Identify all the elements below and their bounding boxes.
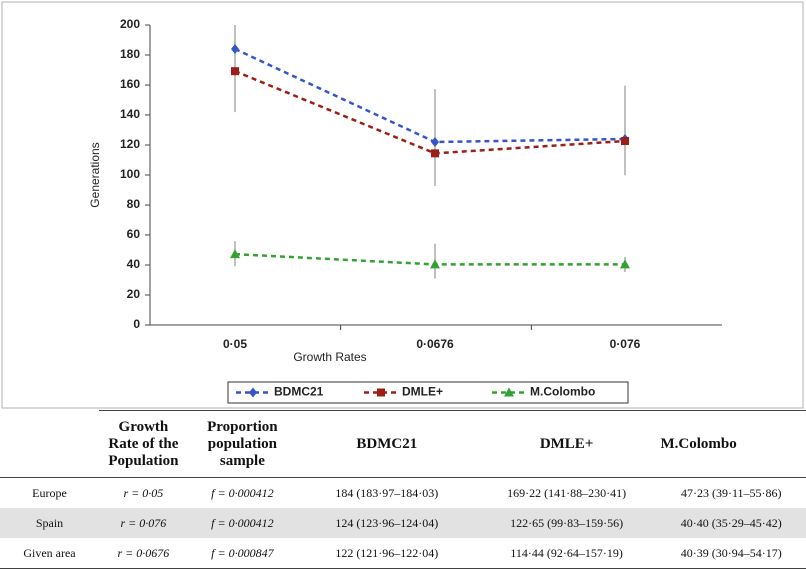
table-cell: 40·39 (30·94–54·17) — [656, 538, 806, 569]
marker — [431, 137, 439, 147]
table-row: Europe r = 0·05 f = 0·000412 184 (183·97–18… — [0, 478, 806, 509]
y-tick-label: 200 — [120, 17, 140, 31]
y-tick-label: 60 — [127, 227, 141, 241]
table-cell: 122·65 (99·83–159·56) — [476, 508, 657, 538]
legend-label: M.Colombo — [530, 385, 595, 399]
legend-marker — [249, 387, 257, 398]
table-cell: f = 0·000847 — [187, 538, 297, 569]
marker — [231, 67, 239, 76]
column-header: DMLE+ — [476, 410, 657, 478]
legend-marker — [504, 387, 514, 397]
table-cell: r = 0·0676 — [98, 538, 188, 569]
y-axis-title: Generations — [88, 142, 102, 207]
column-header: BDMC21 — [296, 410, 477, 478]
data-table: Growth Rate of the Population Proportion … — [0, 410, 806, 569]
table-cell: 122 (121·96–122·04) — [296, 538, 477, 569]
table-cell: 124 (123·96–124·04) — [296, 508, 477, 538]
row-label: Europe — [32, 485, 67, 500]
y-tick-label: 180 — [120, 47, 140, 61]
column-header: Proportion population sample — [187, 410, 297, 478]
table-cell: f = 0·000412 — [211, 485, 274, 500]
y-tick-label: 0 — [133, 317, 140, 331]
chart: Generations Growth Rates 0 20 40 60 80 100 120… — [1, 1, 804, 409]
y-tick-label: 120 — [120, 137, 140, 151]
table-row: Given area r = 0·0676 f = 0·000847 122 (121… — [0, 538, 806, 569]
marker — [230, 249, 240, 259]
x-tick-label: 0·0676 — [416, 337, 454, 351]
marker — [620, 259, 630, 269]
y-tick-label: 100 — [120, 167, 140, 181]
x-tick-label: 0·05 — [223, 337, 247, 351]
table-cell: 114·44 (92·64–157·19) — [476, 538, 657, 569]
chart-frame — [1, 1, 804, 409]
y-tick-label: 80 — [127, 197, 141, 211]
row-label: Spain — [0, 508, 99, 538]
marker — [431, 149, 439, 158]
table-cell: 169·22 (141·88–230·41) — [507, 485, 627, 500]
row-label: Given area — [0, 538, 99, 569]
legend-box — [227, 381, 629, 404]
series-line — [234, 252, 626, 266]
marker — [430, 259, 440, 269]
y-tick-label: 20 — [127, 287, 141, 301]
table-cell: r = 0·076 — [98, 508, 188, 538]
x-tick-label: 0·076 — [610, 337, 641, 351]
legend-marker — [377, 388, 385, 397]
table-row: Spain r = 0·076 f = 0·000412 124 (123·96–12… — [0, 508, 806, 538]
y-tick-label: 40 — [127, 257, 141, 271]
y-tick-label: 140 — [120, 107, 140, 121]
marker — [621, 137, 629, 146]
marker — [231, 44, 239, 54]
table-cell: 47·23 (39·11–55·86) — [680, 485, 782, 500]
column-header: M.Colombo — [656, 410, 806, 478]
table-cell: r = 0·05 — [123, 485, 164, 500]
column-header: Growth Rate of the Population — [98, 410, 188, 478]
plot-area — [234, 25, 626, 279]
legend-label: DMLE+ — [402, 385, 443, 399]
table-cell: f = 0·000412 — [187, 508, 297, 538]
y-tick-label: 160 — [120, 77, 140, 91]
x-axis-title: Growth Rates — [293, 350, 366, 364]
table-cell: 184 (183·97–184·03) — [335, 485, 439, 500]
corner — [0, 410, 99, 478]
legend-label: BDMC21 — [274, 385, 324, 399]
table-cell: 40·40 (35·29–45·42) — [656, 508, 806, 538]
